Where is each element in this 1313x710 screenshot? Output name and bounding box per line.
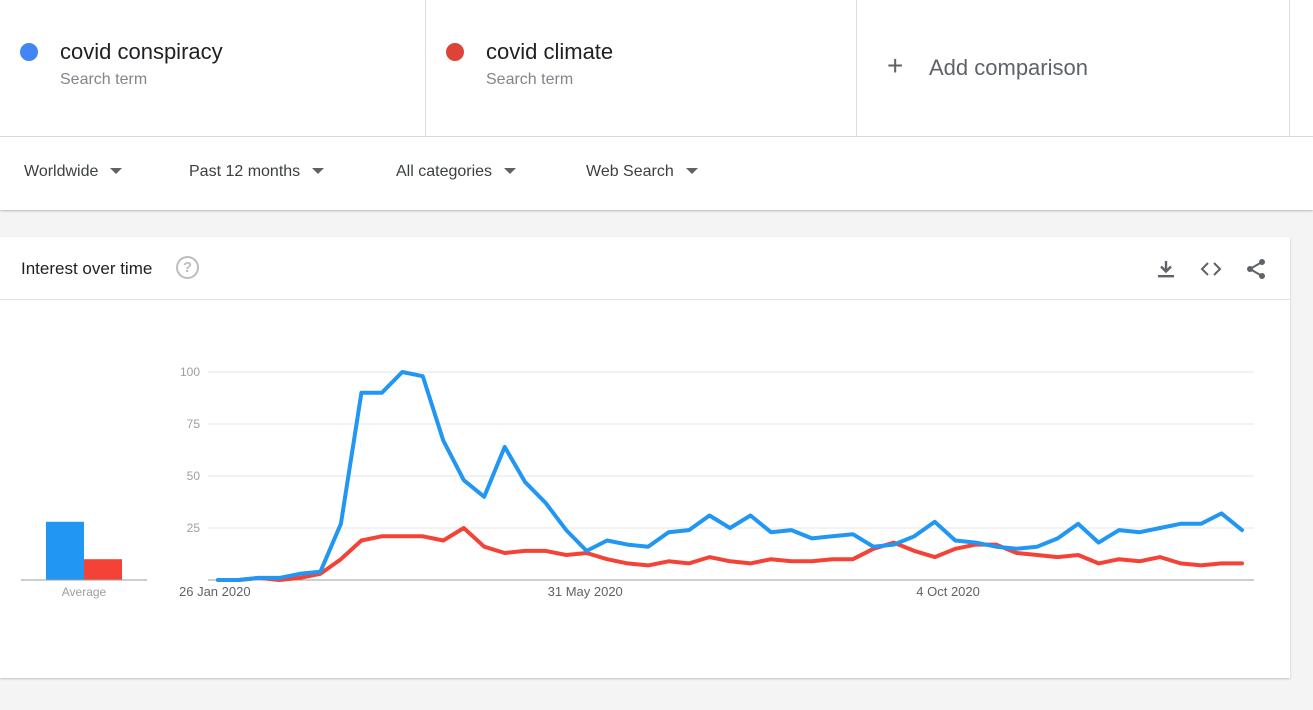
- average-label: Average: [62, 585, 107, 599]
- help-icon[interactable]: ?: [176, 256, 199, 279]
- y-tick-label: 50: [187, 469, 201, 483]
- average-bar: [46, 521, 84, 580]
- average-bar-chart: Average: [21, 521, 147, 599]
- y-tick-label: 25: [187, 521, 201, 535]
- card-title: Interest over time: [21, 259, 153, 278]
- add-comparison-button[interactable]: + Add comparison: [857, 0, 1290, 136]
- term-name[interactable]: covid conspiracy: [60, 39, 223, 64]
- download-icon[interactable]: [1154, 257, 1178, 281]
- x-tick-label: 26 Jan 2020: [179, 584, 251, 599]
- time-range-dropdown[interactable]: Past 12 months: [189, 163, 325, 181]
- plus-icon: +: [887, 50, 904, 81]
- x-tick-label: 4 Oct 2020: [916, 584, 980, 599]
- chart-gridlines: 25 50 75 100: [180, 365, 1254, 581]
- interest-over-time-chart: Average 25 50 75 100 26 Jan 2020 31 May 2020…: [21, 365, 1254, 599]
- x-tick-label: 31 May 2020: [548, 584, 623, 599]
- card-header: Interest over time ?: [0, 237, 1290, 300]
- share-icon[interactable]: [1244, 257, 1268, 281]
- search-property-dropdown-label: Web Search: [586, 163, 674, 180]
- term-name[interactable]: covid climate: [486, 39, 614, 64]
- y-tick-label: 100: [180, 365, 200, 379]
- term-type: Search term: [60, 71, 148, 88]
- dropdown-arrow-icon: [685, 167, 698, 174]
- x-axis-labels: 26 Jan 2020 31 May 2020 4 Oct 2020: [179, 584, 980, 599]
- time-range-dropdown-label: Past 12 months: [189, 163, 301, 180]
- region-dropdown[interactable]: Worldwide: [24, 163, 123, 181]
- dropdown-arrow-icon: [504, 167, 517, 174]
- comparison-header: covid conspiracy Search term covid clima…: [0, 0, 1313, 137]
- term-type: Search term: [486, 71, 574, 88]
- y-tick-label: 75: [187, 417, 201, 431]
- search-term-2[interactable]: covid climate Search term: [426, 0, 857, 136]
- chart-lines: [216, 370, 1244, 582]
- embed-code-icon[interactable]: [1199, 257, 1223, 281]
- category-dropdown[interactable]: All categories: [396, 163, 517, 181]
- dropdown-arrow-icon: [110, 167, 123, 174]
- term-color-dot-icon: [446, 43, 464, 61]
- add-comparison-label: Add comparison: [929, 55, 1088, 80]
- search-term-1[interactable]: covid conspiracy Search term: [0, 0, 426, 136]
- category-dropdown-label: All categories: [396, 163, 493, 180]
- term-color-dot-icon: [20, 43, 38, 61]
- search-property-dropdown[interactable]: Web Search: [586, 163, 698, 181]
- region-dropdown-label: Worldwide: [24, 163, 99, 180]
- dropdown-arrow-icon: [312, 167, 325, 174]
- interest-over-time-card: Interest over time ? Average 25 50 75 100 2…: [0, 237, 1290, 678]
- series-line-covid-climate[interactable]: [216, 526, 1244, 582]
- filter-bar: Worldwide Past 12 months All categories …: [0, 137, 1313, 210]
- series-line-covid-conspiracy[interactable]: [216, 370, 1244, 582]
- average-bar: [84, 559, 122, 580]
